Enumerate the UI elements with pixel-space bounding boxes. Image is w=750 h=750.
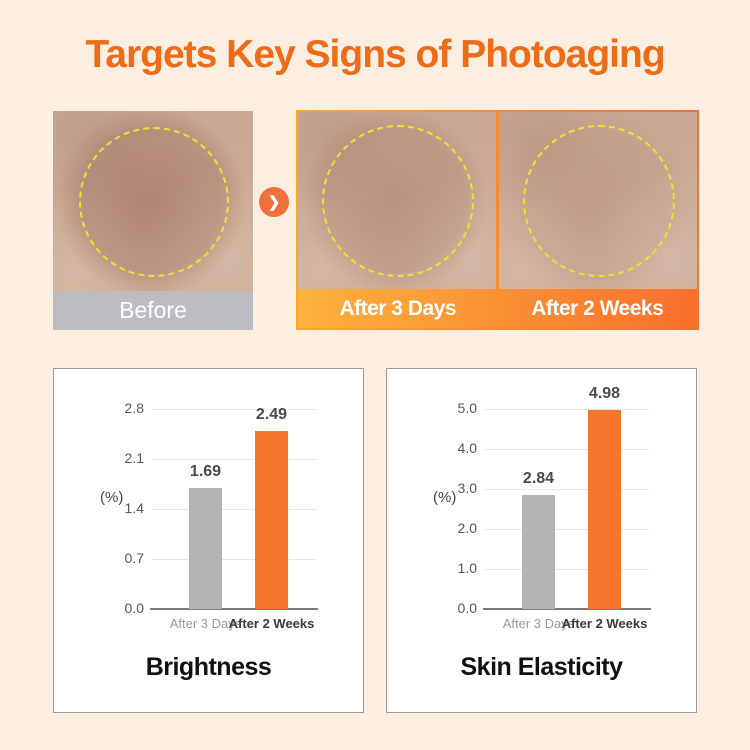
after-2-weeks-skin-photo <box>499 112 697 289</box>
chevron-glyph: ❯ <box>267 193 281 211</box>
before-label: Before <box>53 291 253 330</box>
x-category-label: After 2 Weeks <box>228 616 315 631</box>
before-skin-photo <box>53 111 253 291</box>
y-tick-label: 2.8 <box>124 400 144 416</box>
after-3-days-label: After 3 Days <box>339 296 457 320</box>
y-tick-label: 0.7 <box>124 550 144 566</box>
gridline <box>152 459 316 460</box>
data-bar-gray <box>189 488 222 609</box>
after-3-days-skin-photo <box>298 112 496 289</box>
target-area-circle <box>523 125 675 277</box>
y-axis-unit-label: (%) <box>433 489 457 506</box>
gridline <box>152 559 316 560</box>
chart-title: Skin Elasticity <box>460 653 623 681</box>
chevron-right-icon: ❯ <box>259 187 289 217</box>
gridline <box>485 449 649 450</box>
after-2-weeks-label: After 2 Weeks <box>531 296 664 320</box>
x-category-label: After 3 Days <box>502 616 575 631</box>
before-photo-block: Before <box>53 111 253 330</box>
chart-plot: 5.0 4.0 3.0 2.0 1.0 0.0 (%) 2.84 After 3 Days 4.9… <box>387 369 696 712</box>
chart-plot: 2.8 2.1 1.4 0.7 0.0 (%) 1.69 After 3 Days 2.49 Af… <box>54 369 363 712</box>
y-tick-label: 4.0 <box>457 440 477 456</box>
data-bar-gray <box>522 495 555 609</box>
brightness-chart: 2.8 2.1 1.4 0.7 0.0 (%) 1.69 After 3 Days 2.49 Af… <box>53 368 364 713</box>
data-bar-orange <box>588 409 621 609</box>
gridline <box>485 489 649 490</box>
bar-value-label: 2.49 <box>255 406 288 424</box>
chart-title: Brightness <box>145 653 272 681</box>
skin-elasticity-chart: 5.0 4.0 3.0 2.0 1.0 0.0 (%) 2.84 After 3 Days 4.9… <box>386 368 697 713</box>
bar-value-label: 1.69 <box>189 463 222 481</box>
y-tick-label: 1.0 <box>457 560 477 576</box>
after-photo-panel: After 3 Days After 2 Weeks <box>296 110 699 330</box>
target-area-circle <box>322 125 474 277</box>
y-tick-label: 3.0 <box>457 480 477 496</box>
bar-value-label: 2.84 <box>522 470 555 488</box>
gridline <box>152 409 316 410</box>
x-category-label: After 3 Days <box>169 616 242 631</box>
after-photos <box>298 112 697 289</box>
gridline <box>485 409 649 410</box>
y-tick-label: 2.1 <box>124 450 144 466</box>
gridline <box>152 509 316 510</box>
x-category-label: After 2 Weeks <box>561 616 648 631</box>
bar-value-label: 4.98 <box>588 384 621 402</box>
x-axis-line <box>483 608 651 610</box>
y-tick-label: 5.0 <box>457 400 477 416</box>
y-tick-label: 0.0 <box>124 600 144 616</box>
data-bar-orange <box>255 431 288 609</box>
y-axis-unit-label: (%) <box>100 489 124 506</box>
y-tick-label: 1.4 <box>124 500 144 516</box>
gridline <box>485 529 649 530</box>
gridline <box>485 569 649 570</box>
target-area-circle <box>79 127 229 277</box>
x-axis-line <box>150 608 318 610</box>
y-tick-label: 2.0 <box>457 520 477 536</box>
page-title: Targets Key Signs of Photoaging <box>85 33 665 76</box>
y-tick-label: 0.0 <box>457 600 477 616</box>
after-labels-bar: After 3 Days After 2 Weeks <box>298 289 697 328</box>
